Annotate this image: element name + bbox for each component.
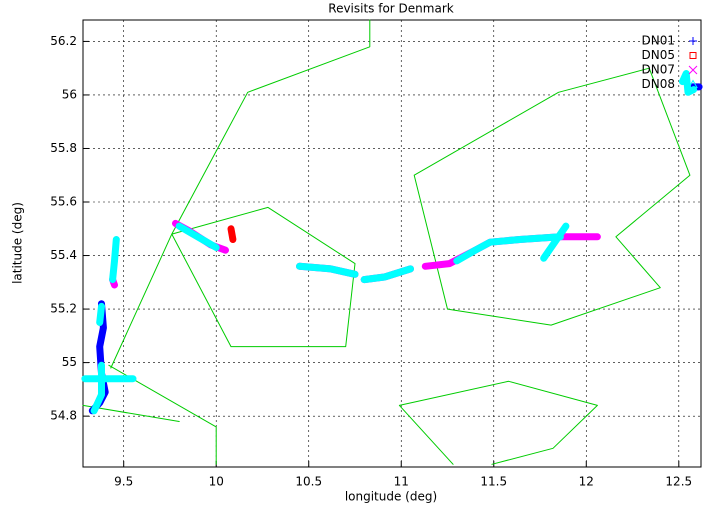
x-tick-label: 11 xyxy=(394,475,409,489)
x-tick-label: 12 xyxy=(579,475,594,489)
legend-label: DN05 xyxy=(642,48,676,62)
x-tick-label: 11.5 xyxy=(480,475,507,489)
x-tick-label: 10.5 xyxy=(295,475,322,489)
y-axis-label: latitude (deg) xyxy=(11,202,25,284)
legend-label: DN01 xyxy=(642,34,676,48)
y-tick-label: 56 xyxy=(62,87,77,101)
x-tick-label: 9.5 xyxy=(114,475,133,489)
outline xyxy=(82,19,691,465)
y-tick-label: 55 xyxy=(62,355,77,369)
legend-marker xyxy=(688,79,698,88)
series-line xyxy=(81,70,698,415)
x-tick-label: 12.5 xyxy=(665,475,692,489)
x-axis-label: longitude (deg) xyxy=(345,490,437,504)
x-tick-label: 10 xyxy=(209,475,224,489)
legend-label: DN07 xyxy=(642,63,676,77)
y-tick-label: 55.2 xyxy=(50,302,77,316)
series-line xyxy=(88,83,703,415)
y-tick-label: 56.2 xyxy=(50,34,77,48)
legend-marker xyxy=(689,52,697,59)
y-tick-label: 54.8 xyxy=(50,409,77,423)
y-tick-label: 55.6 xyxy=(50,195,77,209)
chart-title: Revisits for Denmark xyxy=(328,2,453,16)
legend-label: DN08 xyxy=(642,77,676,91)
legend-marker xyxy=(688,65,698,75)
y-tick-label: 55.8 xyxy=(50,141,77,155)
plot-frame xyxy=(82,19,702,468)
y-tick-label: 55.4 xyxy=(50,248,77,262)
series-line xyxy=(227,225,237,243)
legend-marker xyxy=(689,37,697,45)
